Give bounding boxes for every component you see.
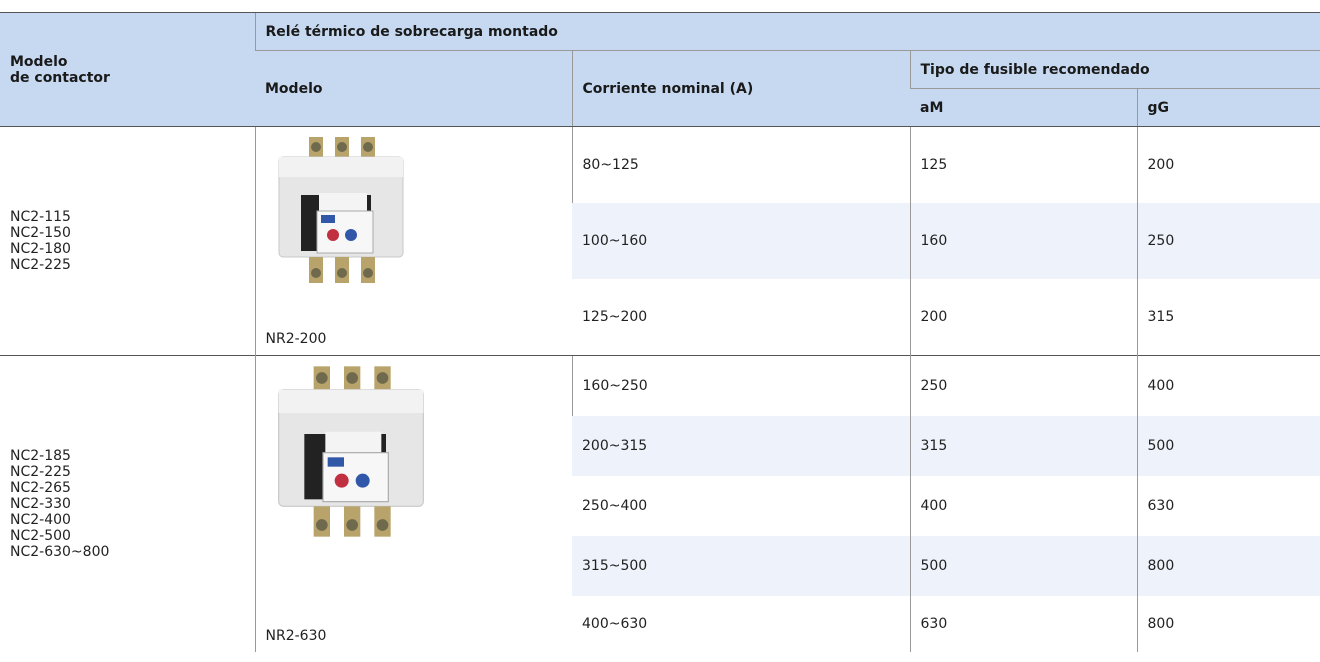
header-line: Modelo [10,54,245,70]
contactor-model: NC2-630~800 [10,544,245,560]
relay-box: NR2-200 [266,127,562,355]
contactor-model: NC2-150 [10,225,245,241]
header-line: de contactor [10,70,245,86]
model-header: Modelo [255,51,572,127]
am-cell: 250 [910,356,1137,416]
relay-image [266,135,416,285]
am-cell: 125 [910,127,1137,203]
gg-cell: 200 [1137,127,1320,203]
contactor-model: NC2-185 [10,448,245,464]
relay-model: NR2-200 [266,331,562,347]
relay-cell: NR2-630 [255,356,572,653]
current-cell: 400~630 [572,596,910,652]
contactor-model: NC2-225 [10,464,245,480]
relay-header: Relé térmico de sobrecarga montado [255,13,1320,51]
gg-cell: 400 [1137,356,1320,416]
gg-header: gG [1137,89,1320,127]
contactor-model: NC2-225 [10,257,245,273]
fuse-header: Tipo de fusible recomendado [910,51,1320,89]
am-cell: 160 [910,203,1137,279]
current-cell: 125~200 [572,279,910,355]
gg-cell: 800 [1137,536,1320,596]
current-cell: 250~400 [572,476,910,536]
current-cell: 100~160 [572,203,910,279]
relay-image [266,364,436,539]
am-cell: 400 [910,476,1137,536]
relay-model: NR2-630 [266,628,562,644]
contactor-model: NC2-400 [10,512,245,528]
contactor-model: NC2-180 [10,241,245,257]
current-cell: 160~250 [572,356,910,416]
contactor-model: NC2-500 [10,528,245,544]
relay-box: NR2-630 [266,356,562,652]
current-header: Corriente nominal (A) [572,51,910,127]
gg-cell: 315 [1137,279,1320,355]
gg-cell: 500 [1137,416,1320,476]
gg-cell: 250 [1137,203,1320,279]
am-header: aM [910,89,1137,127]
am-cell: 630 [910,596,1137,652]
contactor-model: NC2-115 [10,209,245,225]
current-cell: 315~500 [572,536,910,596]
contactor-model: NC2-265 [10,480,245,496]
current-cell: 200~315 [572,416,910,476]
am-cell: 200 [910,279,1137,355]
gg-cell: 800 [1137,596,1320,652]
contactor-model: NC2-330 [10,496,245,512]
current-cell: 80~125 [572,127,910,203]
am-cell: 500 [910,536,1137,596]
am-cell: 315 [910,416,1137,476]
relay-cell: NR2-200 [255,127,572,356]
gg-cell: 630 [1137,476,1320,536]
